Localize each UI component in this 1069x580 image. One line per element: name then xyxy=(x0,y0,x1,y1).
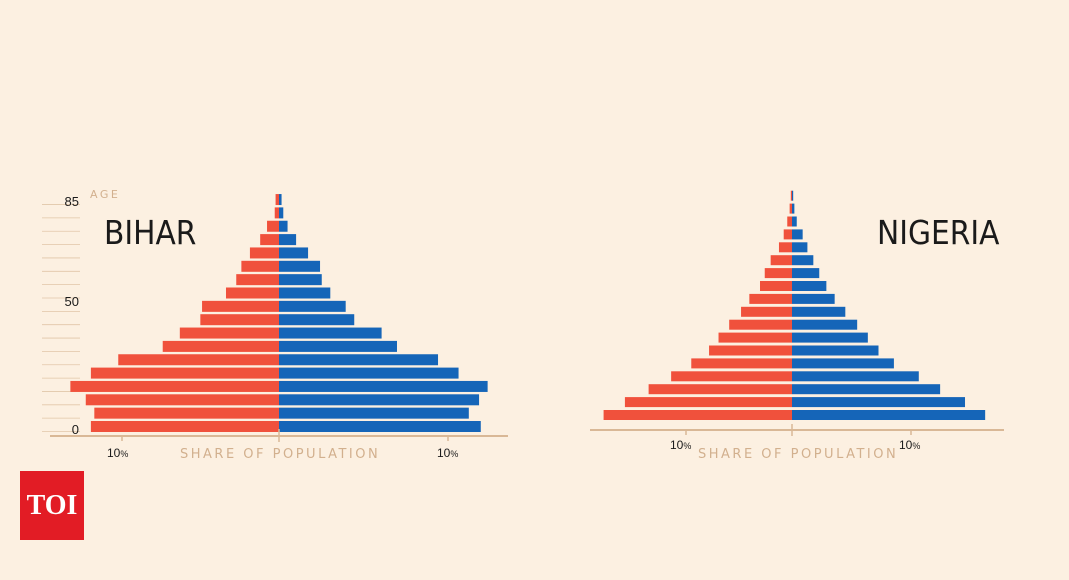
nigeria-chart: NIGERIA 10% 10% SHARE OF POPULATION xyxy=(590,190,1004,462)
nigeria-left-bar-16 xyxy=(789,203,792,214)
bihar-right-bar-15 xyxy=(279,220,288,232)
bihar-left-bar-16 xyxy=(274,207,280,219)
nigeria-right-bar-4 xyxy=(792,358,894,369)
nigeria-left-bar-12 xyxy=(770,255,792,266)
nigeria-right-bar-3 xyxy=(792,371,919,382)
nigeria-right-bar-12 xyxy=(792,255,814,266)
bihar-left-bar-0 xyxy=(90,421,280,432)
nigeria-left-bar-10 xyxy=(760,281,793,291)
bihar-left-bar-9 xyxy=(202,300,279,312)
bihar-left-bar-4 xyxy=(90,367,280,379)
nigeria-x-tick-right-10: 10% xyxy=(899,438,920,452)
nigeria-right-bar-2 xyxy=(792,384,941,395)
bihar-right-bar-10 xyxy=(279,287,331,299)
nigeria-right-bar-13 xyxy=(792,242,808,253)
toi-logo: TOI xyxy=(20,471,84,540)
bihar-bars xyxy=(70,194,488,432)
bihar-right-bar-4 xyxy=(279,367,459,379)
nigeria-right-bar-17 xyxy=(792,190,794,201)
nigeria-right-bar-16 xyxy=(792,203,795,214)
bihar-right-bar-2 xyxy=(279,394,480,406)
nigeria-left-bar-0 xyxy=(603,410,792,420)
nigeria-right-bar-9 xyxy=(792,293,835,304)
nigeria-left-bar-5 xyxy=(709,345,792,356)
bihar-x-axis-label: SHARE OF POPULATION xyxy=(180,447,380,462)
bihar-x-tick-right-10: 10% xyxy=(437,446,458,460)
nigeria-left-bar-11 xyxy=(764,268,792,279)
bihar-right-bar-9 xyxy=(279,300,346,312)
bihar-age-tick-marks xyxy=(42,204,80,432)
bihar-left-bar-13 xyxy=(249,247,279,259)
bihar-left-bar-12 xyxy=(241,260,279,272)
bihar-right-bar-5 xyxy=(279,354,439,366)
nigeria-left-bar-9 xyxy=(749,293,792,304)
bihar-right-bar-17 xyxy=(279,194,282,206)
nigeria-left-bar-7 xyxy=(729,319,792,330)
bihar-y-axis-label: AGE xyxy=(90,188,120,201)
nigeria-right-bar-5 xyxy=(792,345,879,356)
bihar-right-bar-3 xyxy=(279,380,488,392)
nigeria-right-bar-10 xyxy=(792,281,827,291)
bihar-age-tick-85: 85 xyxy=(65,194,79,209)
nigeria-x-axis-label: SHARE OF POPULATION xyxy=(698,447,898,462)
nigeria-right-bar-7 xyxy=(792,319,858,330)
bihar-right-bar-7 xyxy=(279,327,382,339)
nigeria-left-bar-13 xyxy=(778,242,793,253)
bihar-left-bar-1 xyxy=(94,407,279,419)
bihar-left-bar-2 xyxy=(85,394,280,406)
bihar-right-bar-14 xyxy=(279,234,297,246)
bihar-left-bar-6 xyxy=(162,340,279,352)
nigeria-left-bar-15 xyxy=(787,216,792,227)
toi-logo-text: TOI xyxy=(26,489,78,521)
bihar-left-bar-8 xyxy=(200,314,279,326)
nigeria-title: NIGERIA xyxy=(877,213,1000,252)
bihar-left-bar-17 xyxy=(275,194,279,206)
bihar-left-bar-5 xyxy=(118,354,279,366)
bihar-chart: AGE 85 50 0 BIHAR 10% 10% SHARE OF POPUL… xyxy=(42,188,508,462)
bihar-right-bar-1 xyxy=(279,407,469,419)
nigeria-right-bar-6 xyxy=(792,332,868,343)
nigeria-right-bar-1 xyxy=(792,397,966,408)
bihar-left-bar-15 xyxy=(267,220,279,232)
nigeria-right-bar-0 xyxy=(792,410,986,420)
nigeria-left-bar-14 xyxy=(783,229,792,240)
bihar-right-bar-16 xyxy=(279,207,284,219)
bihar-right-bar-12 xyxy=(279,260,321,272)
nigeria-right-bar-14 xyxy=(792,229,803,240)
nigeria-left-bar-8 xyxy=(741,306,792,317)
bihar-x-tick-left-10: 10% xyxy=(107,446,128,460)
nigeria-left-bar-3 xyxy=(671,371,792,382)
bihar-left-bar-7 xyxy=(179,327,279,339)
nigeria-left-bar-1 xyxy=(624,397,792,408)
bihar-right-bar-11 xyxy=(279,274,322,286)
nigeria-right-bar-8 xyxy=(792,306,846,317)
nigeria-left-bar-6 xyxy=(718,332,792,343)
bihar-left-bar-11 xyxy=(236,274,279,286)
bihar-left-bar-3 xyxy=(70,380,279,392)
bihar-right-bar-0 xyxy=(279,421,481,432)
bihar-right-bar-8 xyxy=(279,314,355,326)
nigeria-x-tick-left-10: 10% xyxy=(670,438,691,452)
bihar-left-bar-14 xyxy=(260,234,279,246)
bihar-age-tick-50: 50 xyxy=(65,294,79,309)
bihar-right-bar-13 xyxy=(279,247,309,259)
bihar-age-tick-0: 0 xyxy=(72,422,79,437)
nigeria-bars xyxy=(603,190,986,420)
bihar-title: BIHAR xyxy=(104,213,196,252)
nigeria-right-bar-11 xyxy=(792,268,820,279)
bihar-right-bar-6 xyxy=(279,340,397,352)
bihar-left-bar-10 xyxy=(225,287,279,299)
nigeria-left-bar-17 xyxy=(790,190,793,201)
nigeria-left-bar-2 xyxy=(648,384,792,395)
nigeria-right-bar-15 xyxy=(792,216,797,227)
nigeria-left-bar-4 xyxy=(691,358,792,369)
